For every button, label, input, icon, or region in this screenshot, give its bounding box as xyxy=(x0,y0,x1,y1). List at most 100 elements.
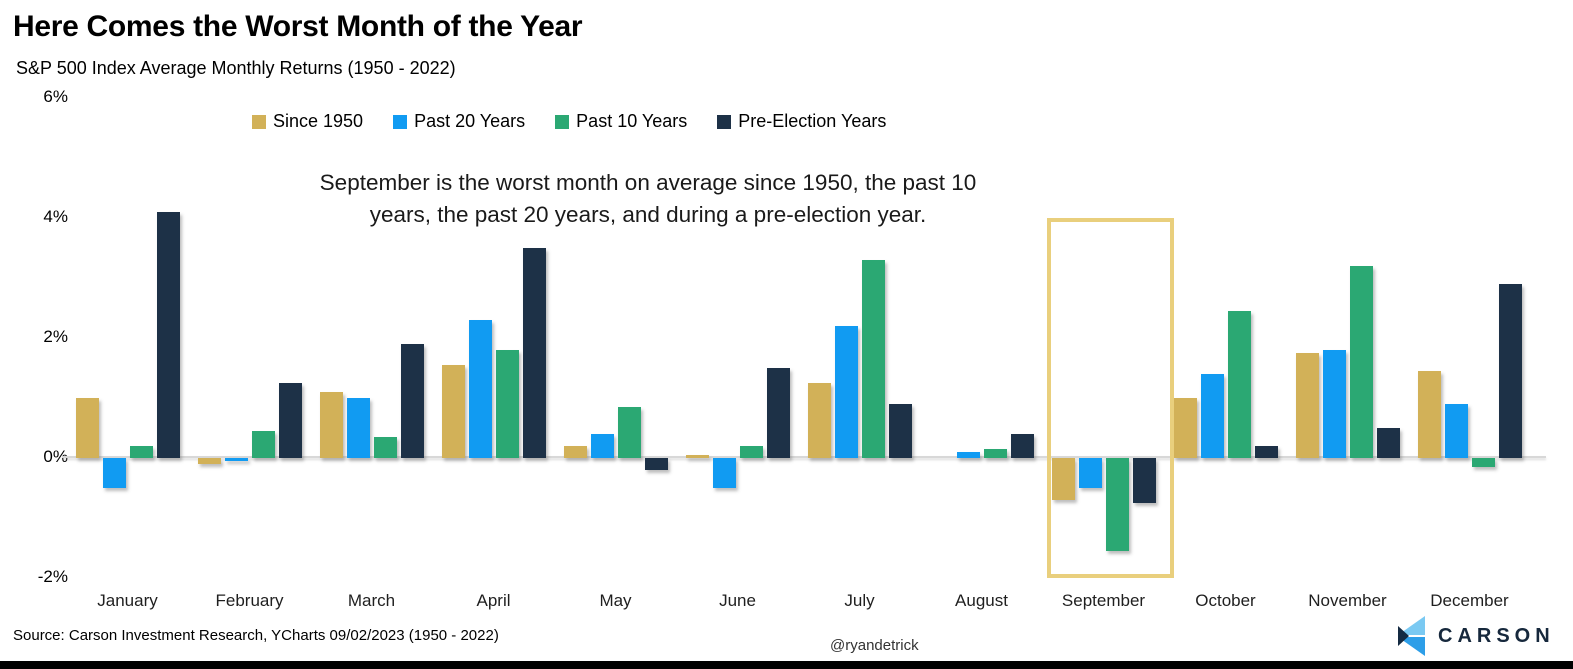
y-axis-tick-label: 0% xyxy=(43,447,68,466)
month-group-december: December xyxy=(1417,0,1522,669)
y-axis-tick-label: 4% xyxy=(43,207,68,226)
legend-swatch-past-20-years xyxy=(393,114,408,129)
bar-past-10-years-may xyxy=(617,407,641,458)
bar-past-10-years-april xyxy=(495,350,519,458)
x-axis-label-july: July xyxy=(844,591,875,610)
legend-swatch-since-1950 xyxy=(252,114,266,129)
bar-since-1950-april xyxy=(441,365,465,458)
legend-label: Past 10 Years xyxy=(576,111,688,131)
bar-past-20-years-june xyxy=(712,458,736,488)
x-axis-label-december: December xyxy=(1430,591,1509,610)
x-axis-label-march: March xyxy=(347,591,396,610)
y-axis-tick-label: 2% xyxy=(43,327,68,346)
x-axis-label-september: September xyxy=(1061,591,1146,610)
bar-past-10-years-october xyxy=(1227,311,1251,458)
footer-bar xyxy=(0,661,1573,669)
month-group-april: April xyxy=(441,0,546,669)
legend-item-since-1950: Since 1950 xyxy=(252,111,363,132)
bar-past-10-years-january xyxy=(129,446,153,458)
x-axis-label-october: October xyxy=(1195,591,1256,610)
chart-subtitle: S&P 500 Index Average Monthly Returns (1… xyxy=(16,58,456,78)
month-group-march: March xyxy=(319,0,424,669)
bar-pre-election-years-july xyxy=(888,404,912,458)
annotation-line-2: years, the past 20 years, and during a p… xyxy=(369,202,927,227)
bar-pre-election-years-june xyxy=(766,368,790,458)
x-axis-label-november: November xyxy=(1308,591,1387,610)
bar-past-20-years-december xyxy=(1444,404,1468,458)
x-axis-label-august: August xyxy=(955,591,1008,610)
legend-swatch-pre-election-years xyxy=(717,114,732,129)
legend: Since 1950 Past 20 Years Past 10 Years Pre-… xyxy=(252,111,886,132)
bar-pre-election-years-september xyxy=(1132,458,1156,503)
bar-past-10-years-february xyxy=(251,431,275,458)
bar-pre-election-years-may xyxy=(644,458,668,470)
legend-label: Since 1950 xyxy=(273,111,364,131)
carson-logo: CARSON xyxy=(1398,616,1555,656)
legend-label: Past 20 Years xyxy=(414,111,526,131)
carson-logo-icon xyxy=(1398,616,1425,656)
bar-since-1950-october xyxy=(1173,398,1197,458)
month-group-september: September xyxy=(1051,0,1156,669)
carson-logo-text: CARSON xyxy=(1438,624,1555,647)
bar-since-1950-december xyxy=(1417,371,1441,458)
bar-past-20-years-march xyxy=(346,398,370,458)
month-group-october: October xyxy=(1173,0,1278,669)
month-group-august: August xyxy=(930,0,1034,669)
bar-past-10-years-june xyxy=(739,446,763,458)
month-group-february: February xyxy=(197,0,302,669)
bar-pre-election-years-april xyxy=(522,248,546,458)
bar-past-20-years-november xyxy=(1322,350,1346,458)
bar-past-10-years-march xyxy=(373,437,397,458)
september-highlight-box xyxy=(1047,218,1174,578)
bar-past-10-years-august xyxy=(983,449,1007,458)
bar-past-20-years-may xyxy=(590,434,614,458)
bar-past-10-years-september xyxy=(1105,458,1129,551)
x-axis-label-may: May xyxy=(599,591,632,610)
bar-since-1950-february xyxy=(197,458,221,464)
month-group-january: January xyxy=(75,0,180,669)
bar-since-1950-july xyxy=(807,383,831,458)
legend-item-past-10-years: Past 10 Years xyxy=(555,111,687,132)
bar-since-1950-june xyxy=(685,455,709,458)
page-title: Here Comes the Worst Month of the Year xyxy=(13,10,583,43)
bar-pre-election-years-november xyxy=(1376,428,1400,458)
y-axis-tick-label: -2% xyxy=(37,567,68,586)
x-axis-label-april: April xyxy=(476,591,511,610)
legend-item-past-20-years: Past 20 Years xyxy=(393,111,525,132)
legend-item-pre-election-years: Pre-Election Years xyxy=(717,111,886,132)
bar-past-20-years-october xyxy=(1200,374,1224,458)
bar-past-20-years-january xyxy=(102,458,126,488)
bar-pre-election-years-march xyxy=(400,344,424,458)
chart-annotation: September is the worst month on average … xyxy=(258,167,1038,231)
x-axis-label-january: January xyxy=(97,591,158,610)
bar-pre-election-years-february xyxy=(278,383,302,458)
bar-since-1950-september xyxy=(1051,458,1075,500)
bar-since-1950-may xyxy=(563,446,587,458)
zero-gridline xyxy=(62,456,1546,458)
month-group-july: July xyxy=(807,0,912,669)
bar-past-20-years-february xyxy=(224,458,248,461)
bar-past-20-years-september xyxy=(1078,458,1102,488)
bar-pre-election-years-october xyxy=(1254,446,1278,458)
month-group-june: June xyxy=(685,0,790,669)
bar-pre-election-years-december xyxy=(1498,284,1522,458)
month-group-may: May xyxy=(563,0,668,669)
bar-past-20-years-july xyxy=(834,326,858,458)
legend-label: Pre-Election Years xyxy=(738,111,887,131)
bar-past-20-years-august xyxy=(956,452,980,458)
bar-pre-election-years-january xyxy=(156,212,180,458)
source-note: Source: Carson Investment Research, YCha… xyxy=(13,627,499,644)
bar-past-10-years-december xyxy=(1471,458,1495,467)
x-axis-label-february: February xyxy=(215,591,284,610)
bar-past-10-years-july xyxy=(861,260,885,458)
bar-pre-election-years-august xyxy=(1010,434,1034,458)
bar-past-20-years-april xyxy=(468,320,492,458)
twitter-handle: @ryandetrick xyxy=(830,637,919,654)
bar-since-1950-january xyxy=(75,398,99,458)
annotation-line-1: September is the worst month on average … xyxy=(319,170,977,195)
month-group-november: November xyxy=(1295,0,1400,669)
bar-since-1950-november xyxy=(1295,353,1319,458)
legend-swatch-past-10-years xyxy=(555,114,570,129)
